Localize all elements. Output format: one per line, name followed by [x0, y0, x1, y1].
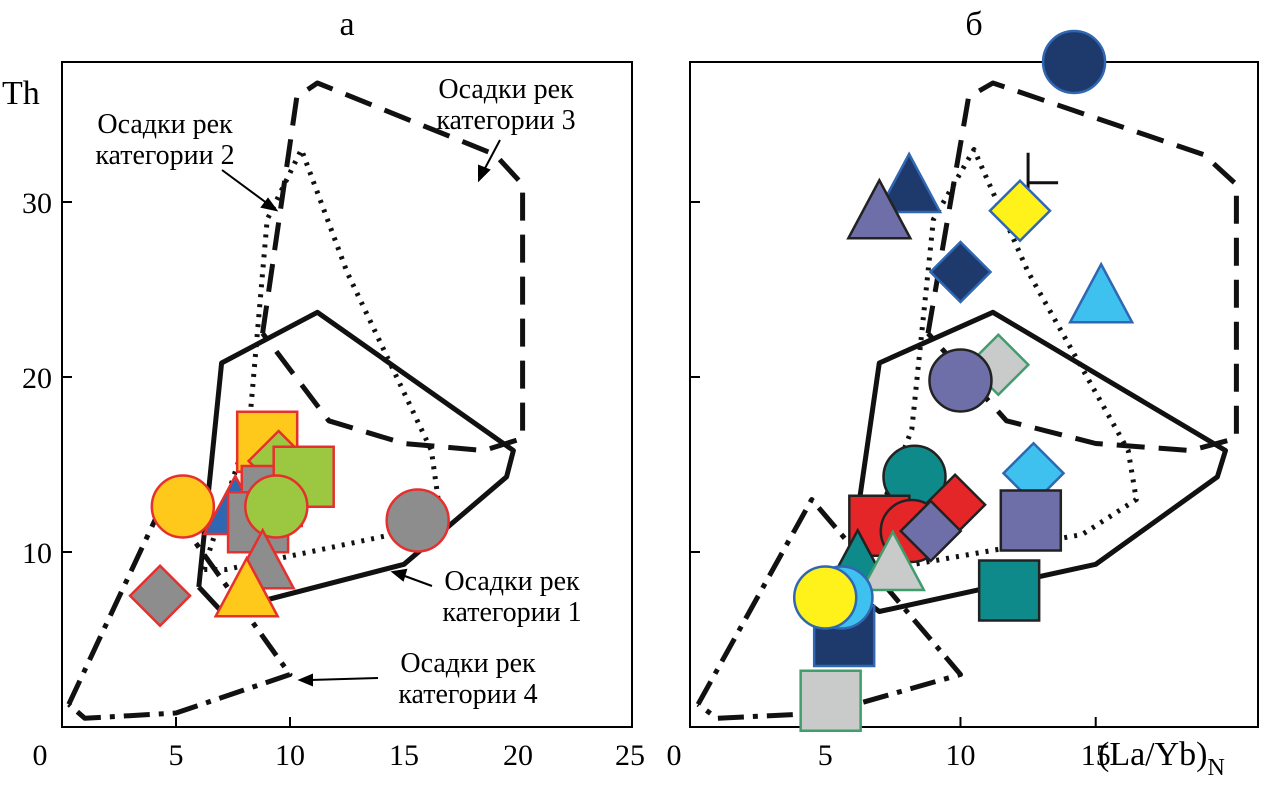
- field-boundary-cat1: [844, 309, 1228, 614]
- data-point-square: [799, 669, 862, 732]
- data-point-circle: [385, 488, 450, 553]
- field-label-cat1-line1: Осадки рек: [444, 566, 580, 597]
- annotation-arrows: [221, 139, 501, 687]
- data-point-circle: [1041, 29, 1107, 95]
- field-boundary-cat4: [66, 497, 293, 721]
- data-point-square: [999, 489, 1063, 552]
- data-point-triangle: [1068, 261, 1135, 324]
- arrow-cat1: [401, 574, 433, 587]
- x-tick-label: 20: [503, 739, 533, 772]
- data-point-square: [977, 559, 1041, 622]
- x-tick-label: 5: [818, 739, 833, 772]
- arrow-cat2: [221, 169, 269, 205]
- arrow-cat4: [309, 677, 379, 681]
- field-boundary-cat3: [260, 80, 526, 453]
- panel-a: а 0 5 10 15 20 25 10 20 30: [22, 6, 645, 772]
- x-axis-title-subscript: N: [1208, 755, 1225, 781]
- field-label-cat1: Осадки рек категории 1: [442, 566, 581, 628]
- data-point-circle: [244, 474, 309, 539]
- field-label-cat2: Осадки рек категории 2: [95, 109, 234, 171]
- arrow-head-cat3: [478, 164, 491, 183]
- plot-frame: [61, 61, 633, 728]
- panel-b: б 0 5 10 15: [667, 6, 1259, 772]
- field-boundary-cat2: [201, 147, 441, 572]
- y-tick-label: 30: [22, 187, 52, 220]
- data-point-triangle: [859, 529, 926, 592]
- field-label-cat2-line1: Осадки рек: [97, 109, 233, 140]
- field-annotations: Осадки рек категории 2 Осадки рек категори…: [95, 74, 581, 710]
- x-tick-label: 5: [169, 739, 184, 772]
- x-tick-label: 15: [1081, 739, 1111, 772]
- field-label-cat2-line2: категории 2: [95, 140, 234, 171]
- field-label-cat4: Осадки рек категории 4: [398, 648, 537, 710]
- data-point-triangle: [846, 177, 913, 240]
- data-point-diamond: [128, 563, 192, 628]
- y-tick-label: 20: [22, 362, 52, 395]
- shared-axis-labels: Th (La/Yb)N: [2, 75, 1225, 781]
- field-label-cat4-line2: категории 4: [398, 679, 537, 710]
- arrow-head-cat4: [297, 673, 313, 687]
- field-label-cat4-line1: Осадки рек: [400, 648, 536, 679]
- data-point-triangle: [876, 151, 943, 214]
- x-tick-label: 10: [275, 739, 305, 772]
- field-label-cat3-line1: Осадки рек: [438, 74, 574, 105]
- field-label-cat3: Осадки рек категории 3: [436, 74, 575, 136]
- x-axis-title-main: (La/Yb): [1098, 736, 1208, 773]
- y-tick-label: 10: [22, 537, 52, 570]
- data-point-diamond: [898, 499, 963, 563]
- x-tick-label: 15: [389, 739, 419, 772]
- data-point-diamond: [988, 178, 1052, 243]
- y-axis-title: Th: [2, 75, 40, 112]
- field-boundary-cat3: [925, 80, 1239, 453]
- field-label-cat3-line2: категории 3: [436, 105, 575, 136]
- arrow-head-cat1: [390, 568, 408, 582]
- field-label-cat1-line2: категории 1: [442, 597, 581, 628]
- data-point-circle: [150, 474, 216, 539]
- x-axis-title: (La/Yb)N: [1098, 736, 1225, 781]
- arrow-cat3: [482, 139, 501, 173]
- data-point-circle: [792, 565, 858, 630]
- data-point-circle: [928, 348, 993, 413]
- x-tick-label: 0: [33, 739, 48, 772]
- panel-title: а: [339, 6, 354, 43]
- arrow-head-cat2: [260, 197, 279, 212]
- plot-frame: [689, 61, 1259, 728]
- panel-title: б: [965, 6, 982, 43]
- x-tick-label: 0: [667, 739, 682, 772]
- x-tick-label: 10: [945, 739, 975, 772]
- data-point-triangle: [213, 555, 280, 618]
- x-tick-label: 25: [615, 739, 645, 772]
- data-point-diamond: [928, 240, 993, 304]
